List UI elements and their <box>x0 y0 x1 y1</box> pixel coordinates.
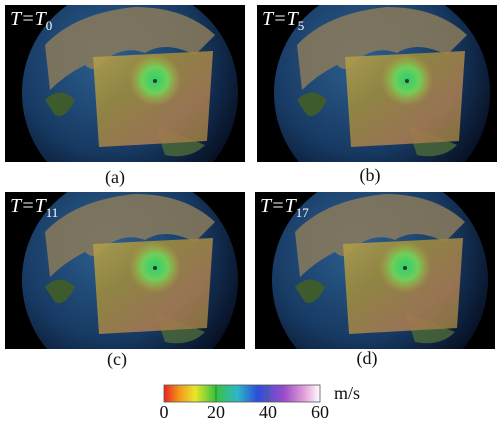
label-text: T=T <box>262 8 300 30</box>
panel-caption: (b) <box>360 165 381 186</box>
colorbar-tick-label: 0 <box>160 402 169 422</box>
globe-image <box>5 0 245 201</box>
colorbar-tick-label: 60 <box>311 402 329 422</box>
colorbar <box>163 384 321 403</box>
panel-label: T=T17 <box>260 195 309 220</box>
label-subscript: 5 <box>298 18 305 33</box>
label-text: T=T <box>10 8 48 30</box>
colorbar-unit: m/s <box>334 383 360 403</box>
colorbar-tick-label: 40 <box>259 402 277 422</box>
panel-caption: (d) <box>357 348 378 369</box>
label-subscript: 17 <box>296 205 310 220</box>
panel-label: T=T5 <box>262 8 304 33</box>
panel-caption: (a) <box>105 167 125 188</box>
colorbar-tick-label: 20 <box>207 402 225 422</box>
label-subscript: 0 <box>46 18 53 33</box>
panel-label: T=T0 <box>10 8 52 33</box>
panel-caption: (c) <box>107 349 127 370</box>
label-text: T=T <box>260 195 298 217</box>
label-text: T=T <box>10 195 48 217</box>
panel-label: T=T11 <box>10 195 58 220</box>
label-subscript: 11 <box>46 205 59 220</box>
